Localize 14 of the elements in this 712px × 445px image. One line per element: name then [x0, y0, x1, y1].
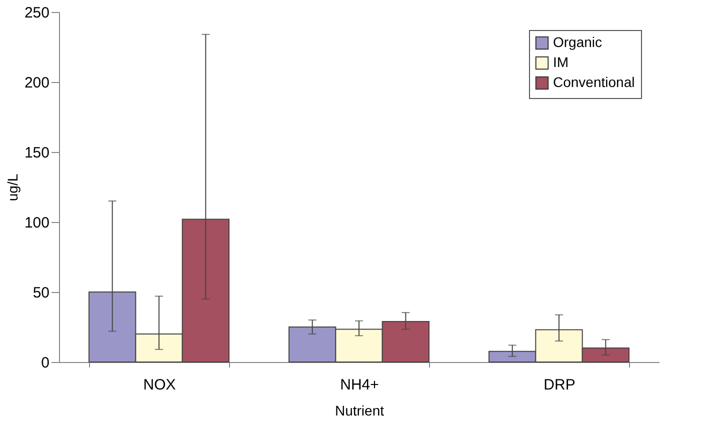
- y-tick-label: 100: [24, 214, 50, 232]
- x-tick-label: NOX: [143, 376, 176, 394]
- x-axis-title: Nutrient: [334, 402, 384, 418]
- y-tick-label: 250: [24, 4, 50, 22]
- y-axis-title: ug/L: [4, 174, 20, 202]
- legend-label: IM: [553, 54, 569, 70]
- x-tick-label: DRP: [544, 376, 576, 394]
- legend-label: Conventional: [553, 74, 635, 90]
- y-tick-label: 50: [32, 284, 50, 302]
- y-tick-label: 0: [41, 354, 50, 372]
- y-tick-label: 200: [24, 74, 50, 92]
- legend-label: Organic: [553, 34, 602, 50]
- x-tick-label: NH4+: [340, 376, 380, 394]
- y-tick-label: 150: [24, 144, 50, 162]
